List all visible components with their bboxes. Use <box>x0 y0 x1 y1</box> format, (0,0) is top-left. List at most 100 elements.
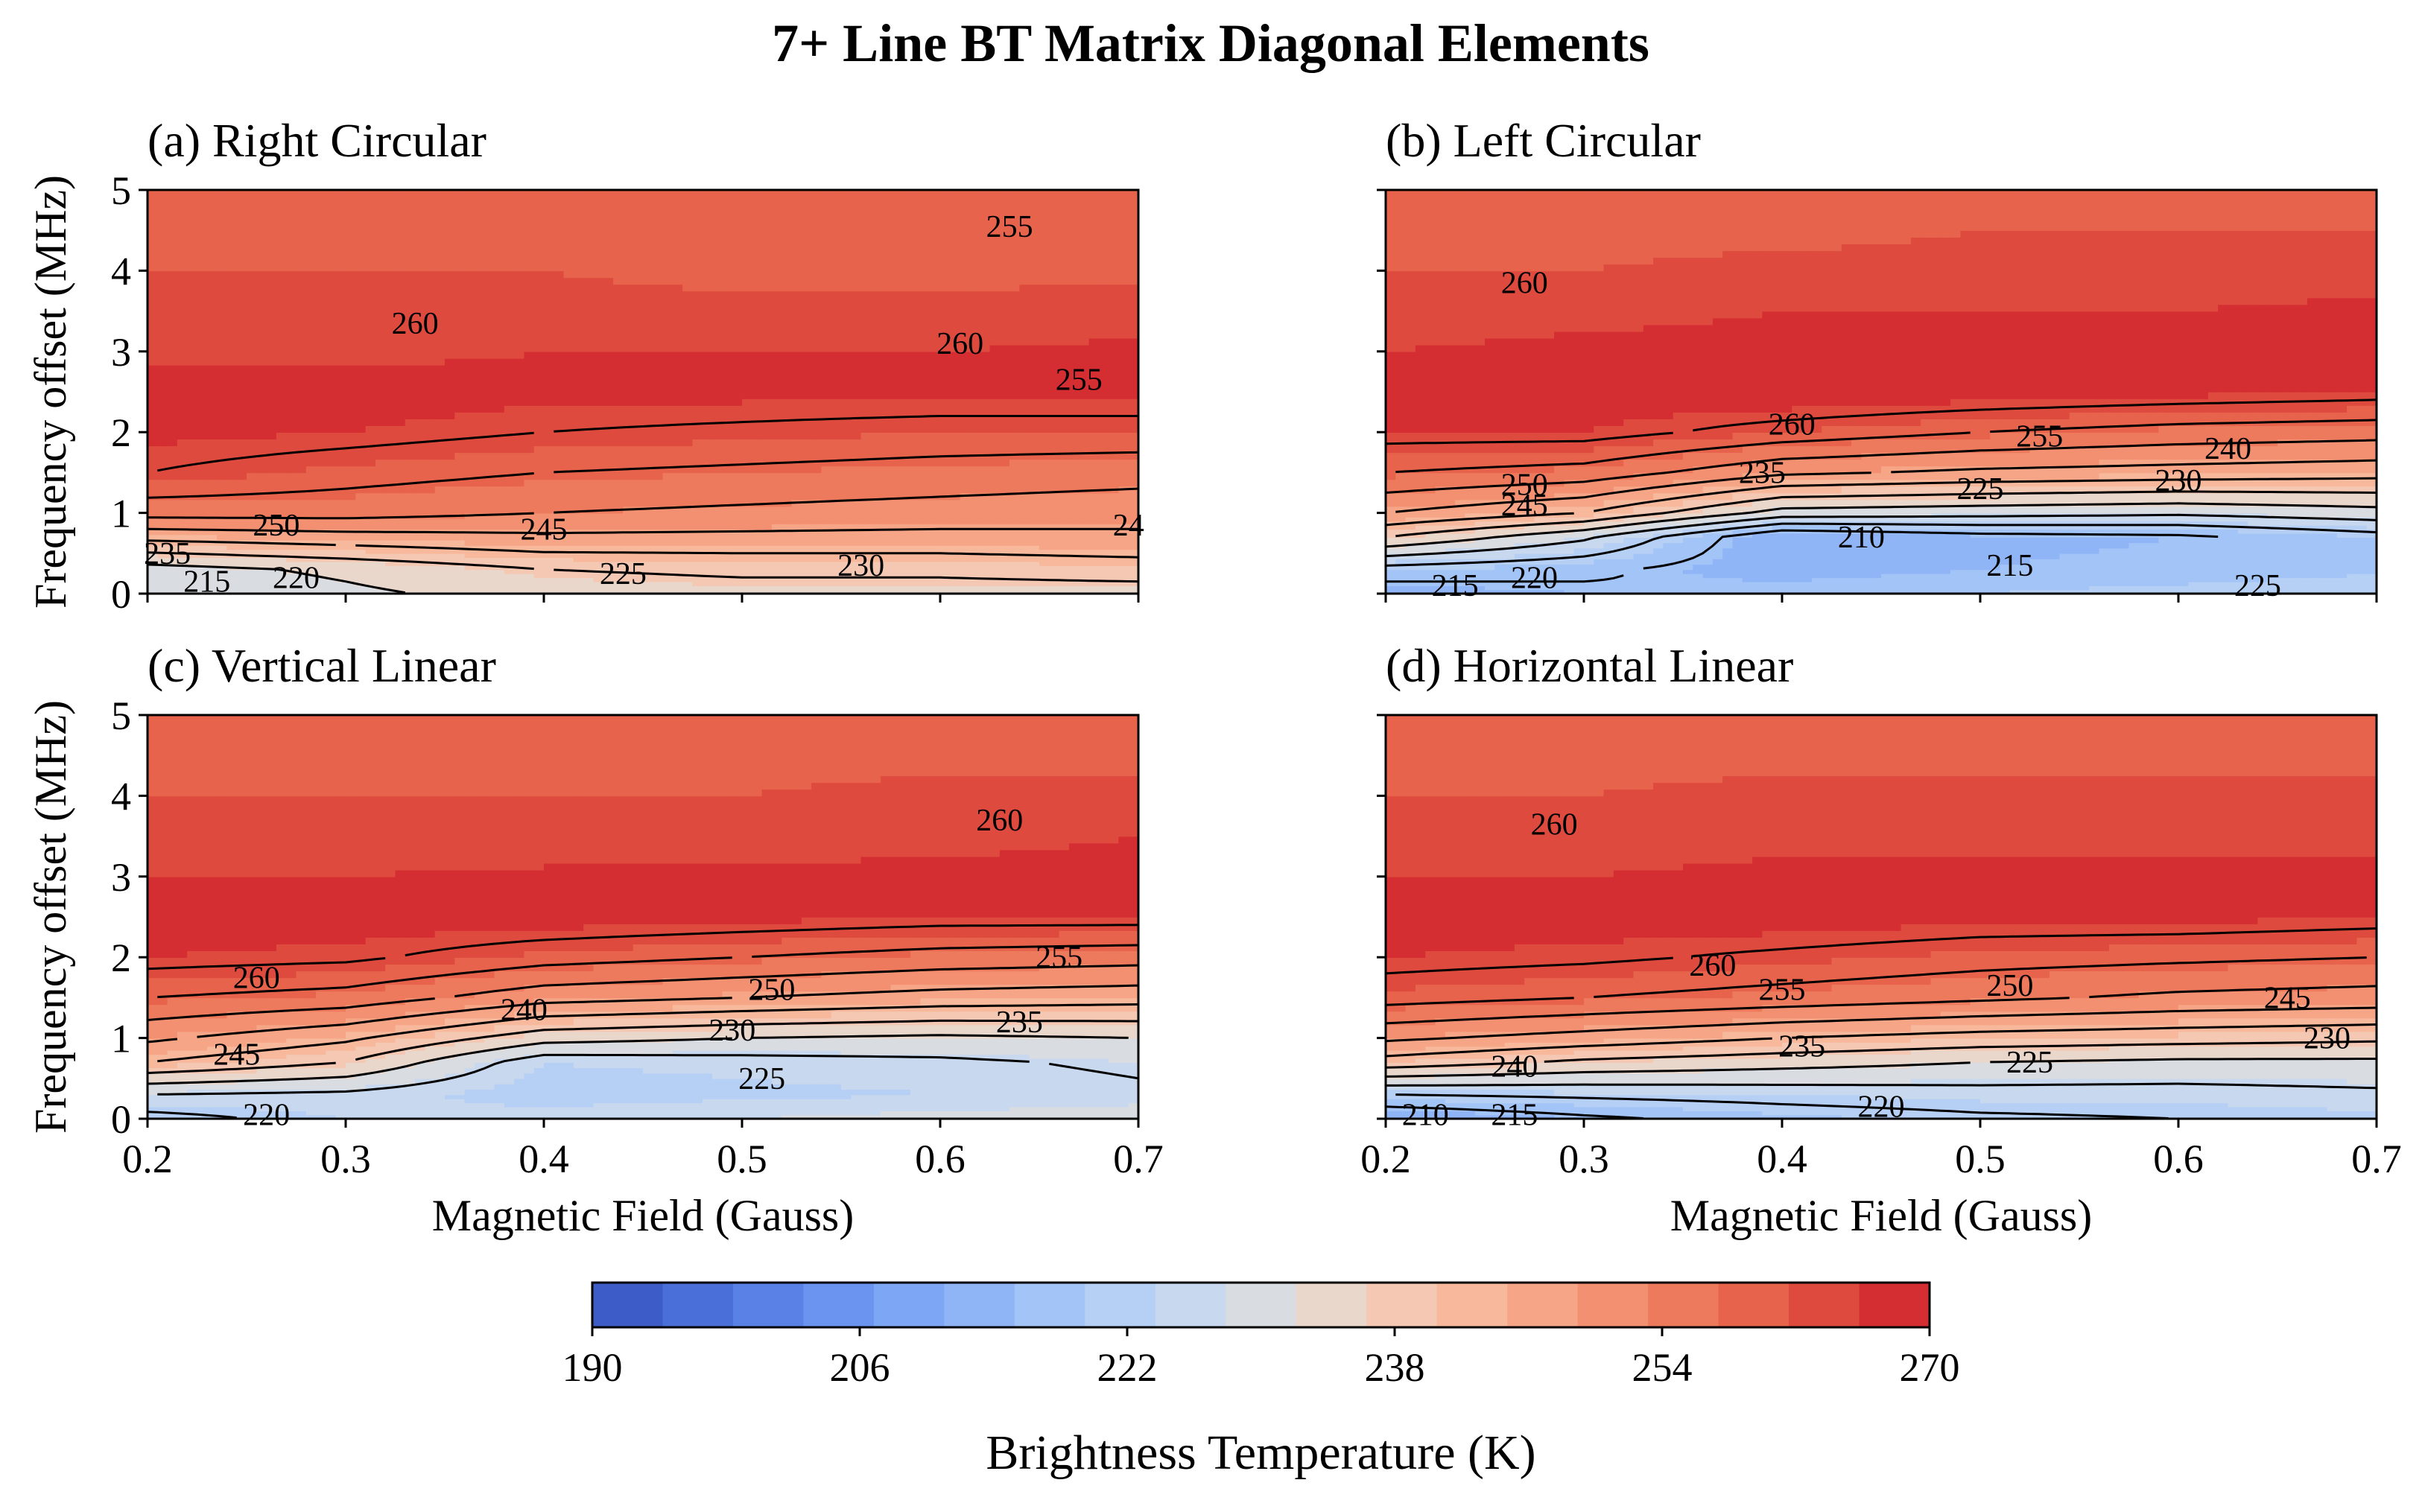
field-cell <box>434 405 446 413</box>
field-cell <box>335 561 346 566</box>
field-cell <box>712 384 723 393</box>
field-cell <box>662 472 673 480</box>
field-cell <box>375 378 386 386</box>
field-cell <box>870 203 881 211</box>
field-cell <box>643 425 654 433</box>
field-cell <box>752 524 763 530</box>
field-cell <box>445 585 456 591</box>
field-cell <box>206 452 218 460</box>
field-cell <box>791 203 802 211</box>
field-cell <box>445 203 456 211</box>
field-cell <box>613 284 624 292</box>
field-cell <box>761 445 773 454</box>
field-cell <box>226 284 238 292</box>
field-cell <box>860 539 872 546</box>
field-cell <box>326 392 337 399</box>
field-cell <box>831 445 842 454</box>
field-cell <box>524 459 535 467</box>
field-cell <box>613 277 624 285</box>
field-cell <box>346 577 357 582</box>
field-cell <box>464 492 475 501</box>
field-cell <box>682 358 694 366</box>
field-cell <box>217 544 228 550</box>
field-cell <box>415 445 426 454</box>
field-cell <box>326 512 337 519</box>
field-cell <box>771 569 782 574</box>
field-cell <box>771 203 782 211</box>
field-cell <box>286 439 297 447</box>
field-cell <box>722 358 733 366</box>
field-cell <box>782 371 793 379</box>
field-cell <box>236 585 247 591</box>
field-cell <box>722 472 733 480</box>
field-cell <box>831 512 842 519</box>
field-cell <box>692 344 703 352</box>
field-cell <box>484 499 495 507</box>
field-cell <box>375 324 386 332</box>
field-cell <box>811 311 822 319</box>
field-cell <box>464 581 475 586</box>
field-cell <box>732 197 743 204</box>
field-cell <box>771 244 782 252</box>
field-cell <box>514 589 525 594</box>
field-cell <box>247 589 258 594</box>
field-cell <box>603 371 614 379</box>
field-cell <box>385 569 396 574</box>
field-cell <box>148 203 159 211</box>
field-cell <box>712 569 723 574</box>
field-cell <box>890 529 901 536</box>
field-cell <box>395 466 406 474</box>
field-cell <box>484 344 495 352</box>
field-cell <box>276 244 287 252</box>
field-cell <box>276 237 287 245</box>
field-cell <box>256 351 267 359</box>
field-cell <box>692 565 703 571</box>
field-cell <box>752 412 763 419</box>
field-cell <box>633 561 644 566</box>
field-cell <box>544 499 555 507</box>
field-cell <box>821 197 832 204</box>
field-cell <box>236 250 247 258</box>
field-cell <box>554 237 565 245</box>
field-cell <box>415 432 426 440</box>
field-cell <box>464 405 475 413</box>
field-cell <box>148 270 159 279</box>
field-cell <box>305 534 317 541</box>
field-cell <box>247 419 258 426</box>
field-cell <box>217 364 228 372</box>
field-cell <box>841 589 852 594</box>
field-cell <box>504 544 515 550</box>
field-cell <box>643 419 654 426</box>
field-cell <box>890 466 901 474</box>
field-cell <box>771 311 782 319</box>
field-cell <box>197 585 208 591</box>
field-cell <box>524 264 535 272</box>
field-cell <box>870 351 881 359</box>
field-cell <box>732 304 743 312</box>
field-cell <box>603 581 614 586</box>
field-cell <box>375 337 386 346</box>
field-cell <box>821 217 832 224</box>
field-cell <box>484 304 495 312</box>
field-cell <box>425 190 436 197</box>
field-cell <box>593 290 604 299</box>
field-cell <box>454 439 466 447</box>
field-cell <box>415 371 426 379</box>
field-cell <box>761 472 773 480</box>
field-cell <box>365 223 376 231</box>
field-cell <box>375 412 386 419</box>
field-cell <box>355 439 367 447</box>
field-cell <box>148 364 159 372</box>
field-cell <box>583 445 595 454</box>
field-cell <box>821 250 832 258</box>
field-cell <box>316 499 327 507</box>
field-cell <box>375 304 386 312</box>
field-cell <box>296 518 307 524</box>
field-cell <box>236 384 247 393</box>
field-cell <box>623 398 634 406</box>
field-cell <box>305 344 317 352</box>
field-cell <box>771 351 782 359</box>
field-cell <box>187 569 198 574</box>
field-cell <box>148 539 159 546</box>
field-cell <box>771 304 782 312</box>
